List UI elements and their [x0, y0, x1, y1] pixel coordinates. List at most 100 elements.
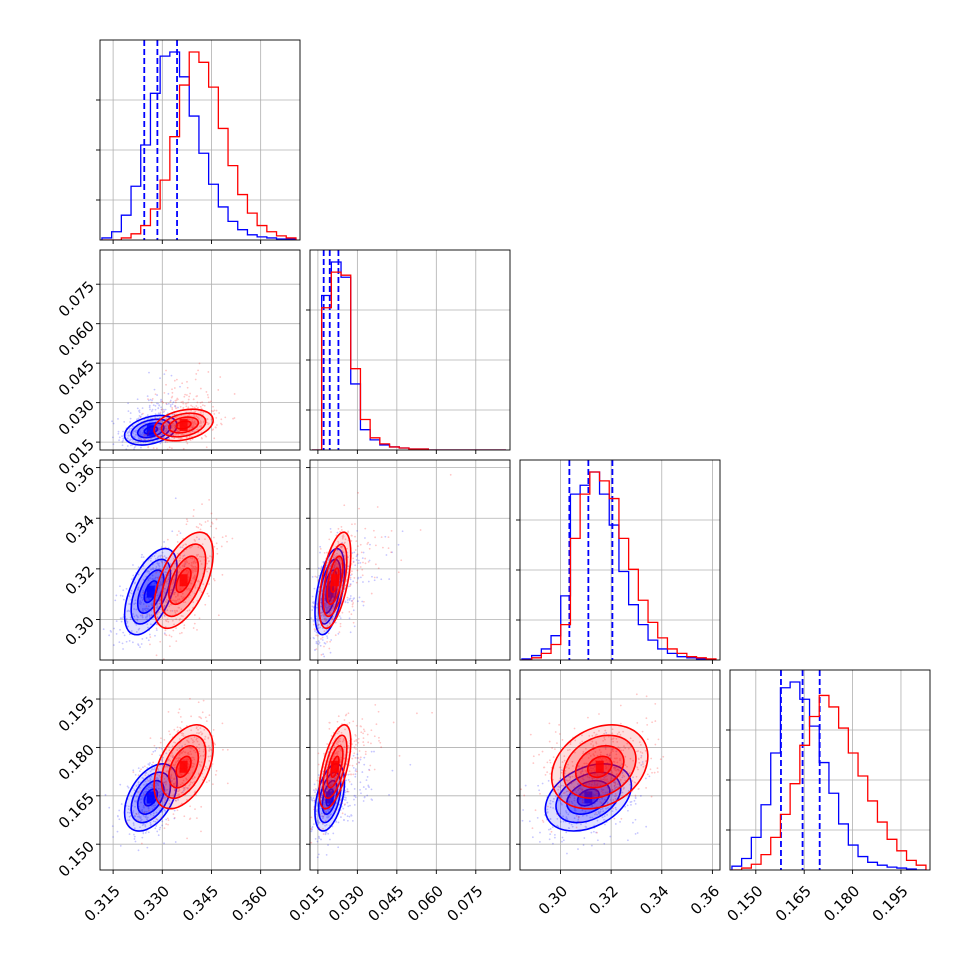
scatter-point: [334, 594, 337, 597]
scatter-point: [156, 777, 159, 780]
scatter-point: [356, 553, 359, 556]
scatter-point: [146, 623, 149, 626]
scatter-point: [194, 561, 197, 564]
scatter-point: [353, 625, 356, 628]
scatter-point: [142, 589, 145, 592]
scatter-point: [169, 589, 172, 592]
scatter-point: [186, 386, 189, 389]
scatter-point: [208, 747, 211, 750]
scatter-point: [339, 573, 342, 576]
scatter-point: [352, 773, 355, 776]
scatter-point: [336, 570, 339, 573]
scatter-point: [313, 808, 315, 811]
scatter-point: [181, 782, 184, 784]
contour-0: [143, 788, 159, 807]
scatter-point: [349, 574, 352, 577]
scatter-point: [390, 529, 393, 532]
scatter-point: [314, 648, 317, 651]
scatter-point: [158, 565, 161, 568]
panel-content-1-0: [111, 362, 236, 450]
scatter-point: [138, 816, 141, 818]
scatter-point: [196, 428, 198, 431]
scatter-point: [346, 599, 349, 601]
scatter-point: [135, 430, 137, 433]
scatter-point: [324, 819, 327, 822]
scatter-point: [317, 629, 319, 632]
scatter-point: [373, 735, 376, 738]
scatter-point: [225, 535, 227, 537]
scatter-point: [164, 600, 167, 603]
scatter-point: [320, 638, 322, 640]
scatter-point: [356, 545, 359, 548]
scatter-point: [177, 406, 179, 409]
scatter-point: [144, 780, 147, 783]
scatter-point: [168, 785, 171, 787]
scatter-point: [374, 703, 377, 706]
scatter-point: [190, 582, 193, 585]
scatter-point: [536, 816, 539, 819]
scatter-point: [347, 790, 350, 793]
scatter-point: [202, 754, 205, 757]
scatter-point: [142, 777, 145, 780]
scatter-point: [130, 630, 133, 632]
scatter-point: [144, 831, 147, 834]
scatter-point: [163, 587, 166, 590]
scatter-point: [335, 562, 338, 565]
scatter-point: [200, 805, 203, 808]
scatter-point: [311, 575, 314, 578]
scatter-point: [186, 752, 189, 755]
scatter-point: [343, 556, 345, 559]
scatter-point: [341, 537, 344, 540]
scatter-point: [173, 728, 176, 731]
scatter-point: [186, 380, 188, 383]
scatter-point: [146, 433, 149, 436]
scatter-point: [170, 593, 173, 596]
scatter-point: [348, 617, 351, 620]
scatter-point: [325, 628, 328, 631]
scatter-point: [139, 415, 142, 418]
scatter-point: [145, 815, 148, 817]
scatter-point: [153, 582, 156, 584]
scatter-point: [173, 578, 176, 581]
scatter-point: [157, 784, 160, 787]
scatter-point: [157, 563, 160, 566]
scatter-point: [159, 602, 162, 605]
scatter-point: [318, 827, 321, 829]
scatter-point: [145, 804, 147, 807]
scatter-point: [349, 583, 352, 585]
scatter-point: [158, 585, 160, 588]
scatter-point: [147, 605, 150, 608]
scatter-point: [114, 599, 117, 602]
scatter-point: [352, 602, 355, 604]
scatter-point: [144, 772, 147, 775]
scatter-point: [342, 807, 345, 810]
scatter-point: [167, 819, 170, 821]
scatter-point: [197, 728, 199, 731]
scatter-point: [221, 722, 224, 725]
scatter-point: [162, 411, 165, 414]
scatter-point: [138, 409, 141, 412]
scatter-point: [362, 581, 364, 583]
scatter-point: [177, 711, 180, 714]
scatter-point: [335, 562, 337, 565]
scatter-point: [178, 756, 181, 759]
scatter-point: [193, 592, 196, 595]
scatter-point: [159, 432, 161, 435]
scatter-point: [145, 790, 148, 793]
scatter-point: [119, 668, 121, 670]
scatter-point: [183, 627, 186, 629]
scatter-point: [521, 819, 524, 822]
scatter-point: [149, 643, 151, 646]
scatter-point: [153, 435, 156, 438]
scatter-point: [347, 530, 350, 533]
scatter-point: [120, 620, 123, 623]
scatter-point: [174, 423, 177, 426]
scatter-point: [348, 597, 351, 600]
scatter-point: [365, 779, 368, 782]
scatter-point: [196, 395, 199, 397]
scatter-point: [633, 799, 636, 802]
scatter-point: [143, 811, 146, 814]
scatter-point: [187, 571, 190, 573]
scatter-point: [553, 833, 556, 836]
scatter-point: [166, 538, 169, 541]
